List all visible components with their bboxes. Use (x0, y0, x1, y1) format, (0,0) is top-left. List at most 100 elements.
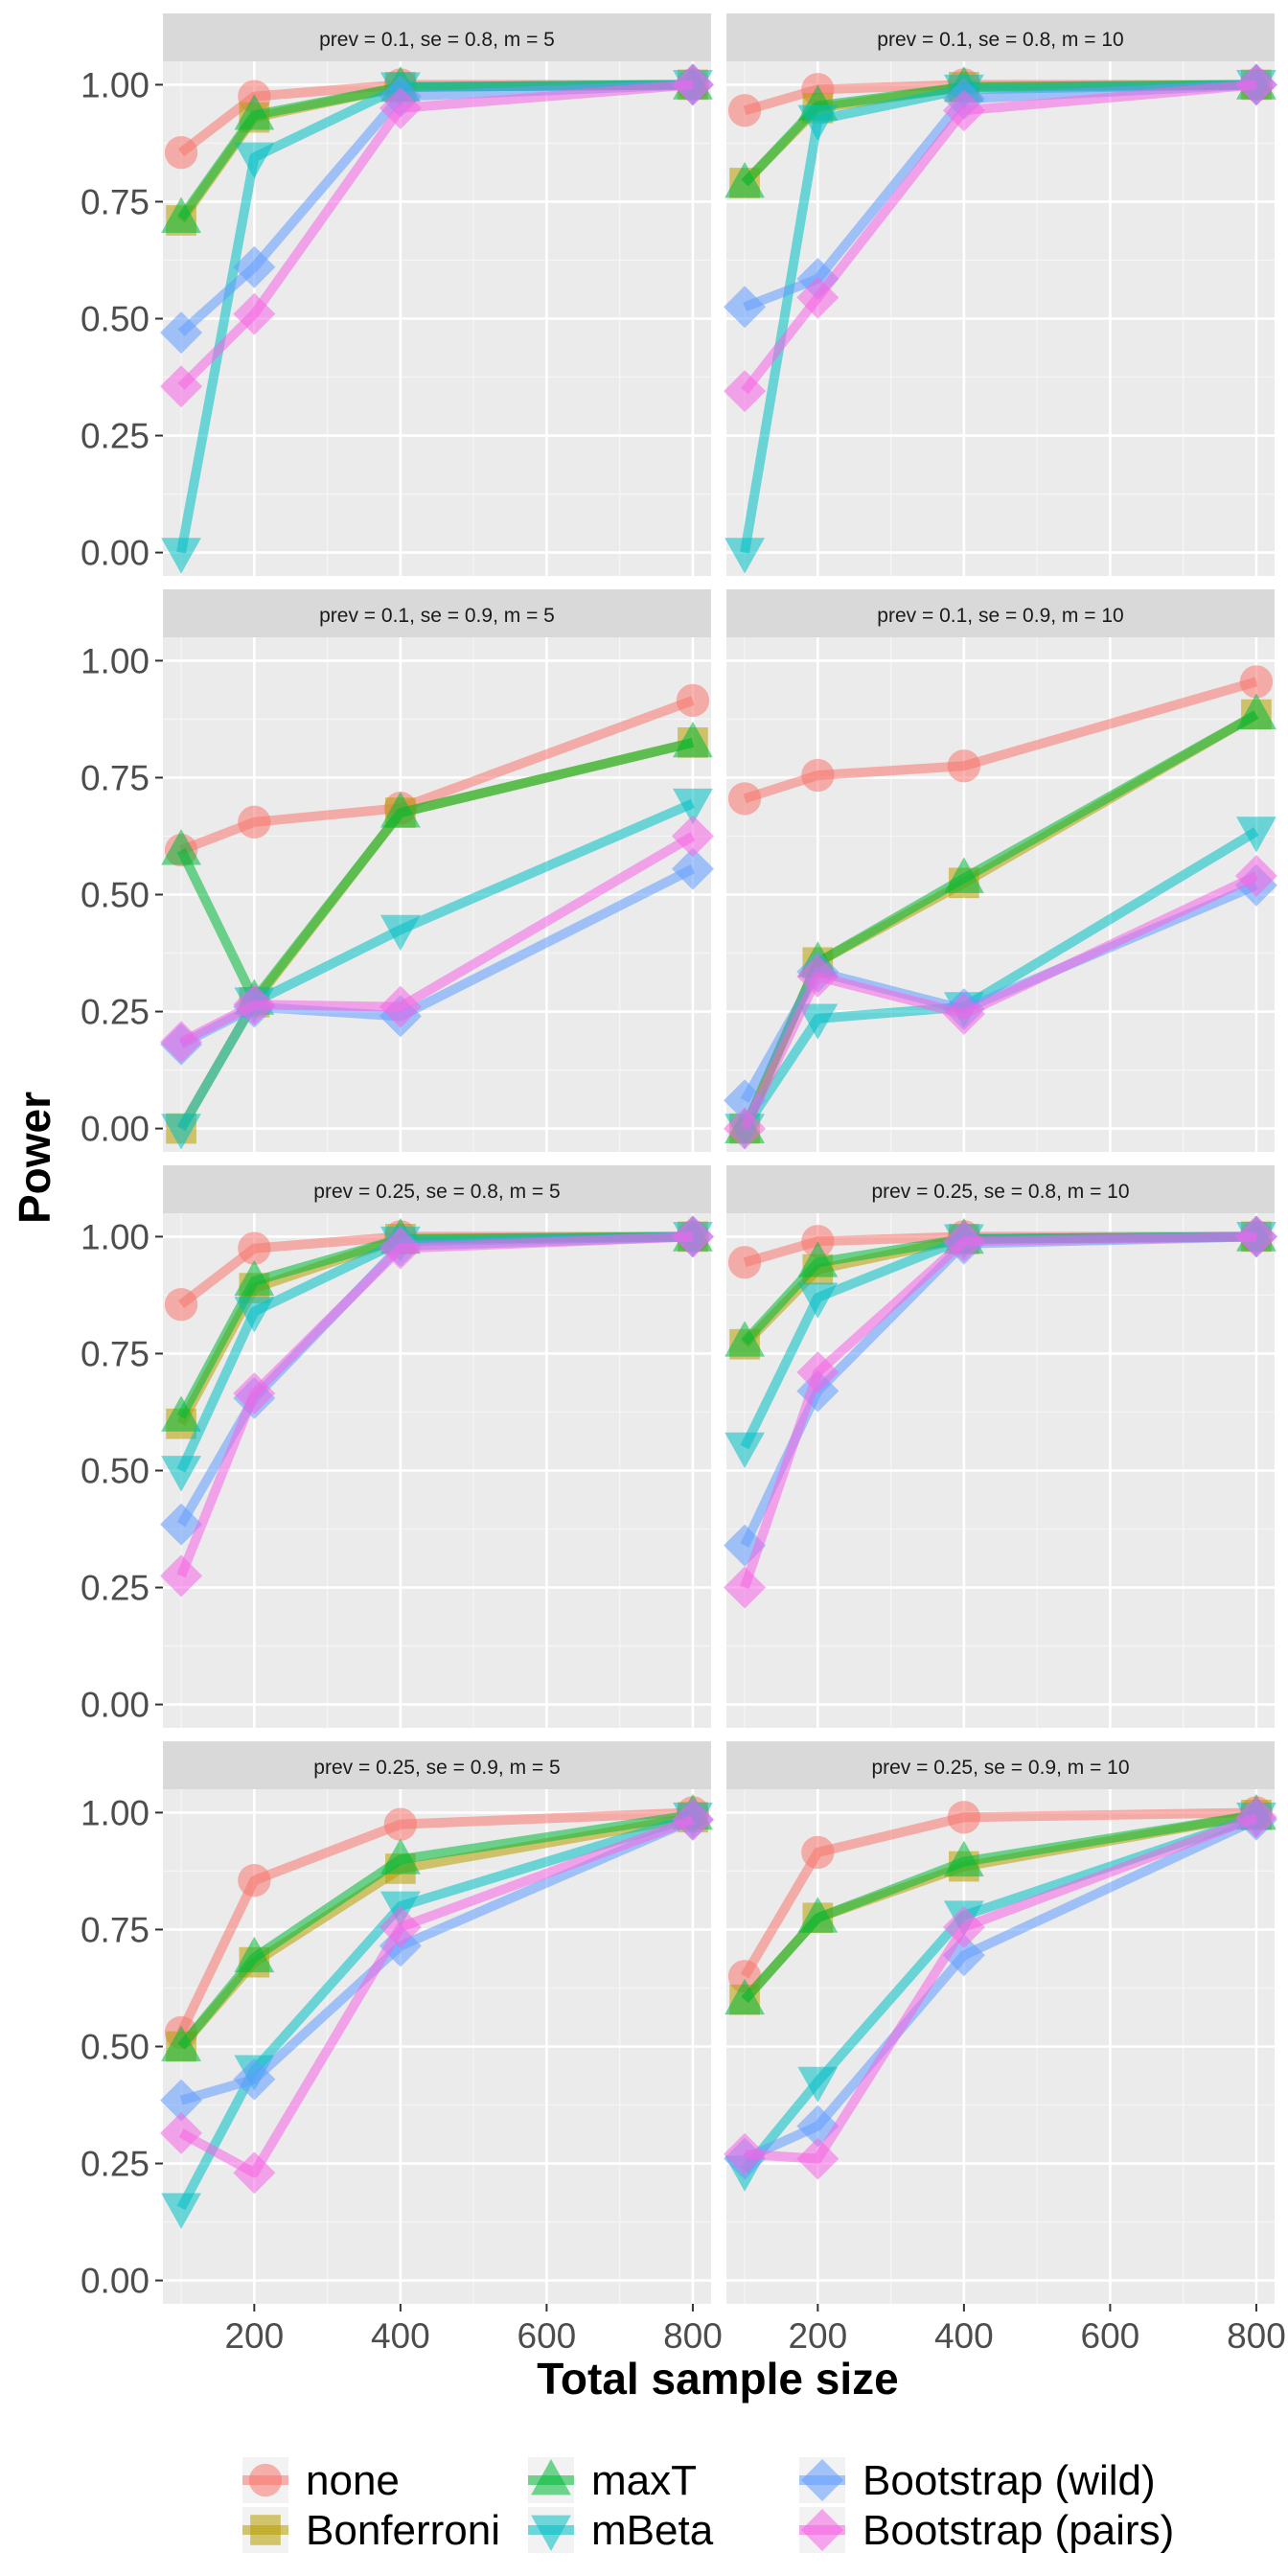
data-point-boot_wild (160, 1503, 203, 1546)
facet-panel: prev = 0.1, se = 0.8, m = 10 (724, 13, 1277, 576)
data-point-boot_pairs (160, 2111, 203, 2154)
y-tick-label: 0.75 (80, 182, 150, 221)
data-point-maxt (234, 1936, 275, 1973)
x-tick-label: 400 (934, 2316, 994, 2356)
data-point-boot_wild (160, 311, 203, 355)
x-tick-label: 600 (518, 2316, 577, 2356)
series-line-mbeta (740, 827, 1259, 1132)
data-point-maxt (673, 721, 713, 758)
series-line-boot_wild (179, 1815, 695, 2105)
y-tick-label: 1.00 (80, 65, 150, 104)
data-point-boot_pairs (379, 985, 422, 1028)
legend-key-marker (531, 2515, 571, 2551)
x-tick-label: 400 (371, 2316, 430, 2356)
data-point-maxt (161, 2025, 201, 2061)
legend-key-none (242, 2457, 288, 2503)
y-tick-label: 0.50 (80, 1452, 150, 1491)
legend-key-marker (531, 2459, 571, 2496)
y-tick-label: 0.00 (80, 2262, 150, 2301)
data-point-none (947, 1801, 981, 1834)
legend-key-marker (250, 2515, 281, 2545)
data-point-boot_pairs (942, 89, 985, 132)
data-point-boot_pairs (233, 983, 276, 1026)
y-tick-label: 0.25 (80, 993, 150, 1032)
legend-label: maxT (591, 2457, 697, 2504)
data-point-boot_wild (233, 245, 276, 288)
legend-key-mbeta (528, 2507, 574, 2553)
series-line-none (179, 696, 695, 855)
series-line-none (743, 677, 1258, 804)
legend-key-bonferroni (242, 2507, 288, 2553)
data-point-boot_pairs (724, 2132, 767, 2175)
data-point-boot_pairs (233, 292, 276, 335)
data-point-boot_pairs (1234, 854, 1277, 897)
facet-panel: prev = 0.25, se = 0.8, m = 10 (724, 1165, 1277, 1728)
facet-strip (726, 1165, 1275, 1213)
data-point-boot_pairs (724, 1107, 767, 1150)
y-tick-label: 0.75 (80, 758, 150, 797)
x-tick-label: 800 (663, 2316, 723, 2356)
data-point-boot_wild (671, 847, 714, 890)
series-line-maxt (176, 737, 695, 1005)
series-line-mbeta (741, 1812, 1258, 2174)
data-point-mbeta (161, 2193, 201, 2229)
data-point-none (238, 1864, 271, 1898)
legend-key-boot_wild (799, 2457, 845, 2503)
data-point-maxt (724, 1978, 765, 2015)
data-point-maxt (1236, 693, 1276, 729)
legend-label: Bootstrap (pairs) (862, 2507, 1174, 2554)
facet-strip-label: prev = 0.1, se = 0.9, m = 10 (877, 605, 1123, 627)
series-line-none (740, 1807, 1257, 1979)
series-line-mbeta (176, 798, 695, 1132)
data-point-mbeta (161, 1114, 201, 1150)
data-point-maxt (234, 94, 275, 130)
data-point-boot_pairs (671, 1798, 714, 1841)
facet-strip-label: prev = 0.25, se = 0.8, m = 10 (871, 1181, 1129, 1203)
facet-panel: prev = 0.25, se = 0.9, m = 10 200 400 600 80… (724, 1741, 1286, 2356)
data-point-maxt (380, 792, 421, 828)
data-point-none (1239, 665, 1274, 699)
facet-strip (726, 1741, 1275, 1789)
facet-panel: prev = 0.25, se = 0.8, m = 5 0.00 0.25 0.50… (80, 1165, 714, 1728)
y-tick-label: 0.50 (80, 876, 150, 915)
facet-panel: prev = 0.1, se = 0.9, m = 10 (724, 589, 1277, 1152)
data-point-mbeta (724, 538, 765, 574)
legend-key-boot_pairs (799, 2507, 845, 2553)
y-tick-label: 0.25 (80, 1569, 150, 1608)
data-point-none (727, 94, 762, 127)
facet-panel: prev = 0.1, se = 0.8, m = 5 0.00 0.25 0.50 0… (80, 13, 714, 576)
series-line-boot_pairs (176, 1231, 694, 1578)
data-point-boot_pairs (796, 1350, 840, 1393)
data-point-boot_pairs (1234, 1215, 1277, 1258)
data-point-boot_pairs (724, 370, 767, 413)
legend-label: mBeta (591, 2507, 714, 2554)
data-point-mbeta (724, 1432, 765, 1469)
data-point-boot_wild (233, 2058, 276, 2101)
series-line-boot_pairs (177, 80, 694, 390)
series-line-boot_pairs (741, 80, 1257, 395)
data-point-boot_pairs (796, 954, 840, 998)
data-point-boot_pairs (160, 1554, 203, 1598)
series-boot_pairs (724, 1796, 1277, 2180)
legend-key-marker (248, 2463, 283, 2497)
facet-strip-label: prev = 0.1, se = 0.9, m = 5 (319, 605, 555, 627)
data-point-maxt (161, 196, 201, 233)
data-point-maxt (943, 857, 984, 893)
series-none (727, 665, 1274, 816)
data-point-boot_pairs (379, 86, 422, 129)
data-point-boot_pairs (942, 1220, 985, 1263)
y-tick-label: 0.75 (80, 1910, 150, 1949)
data-point-mbeta (380, 914, 421, 952)
data-point-mbeta (234, 1297, 275, 1333)
series-none (164, 683, 710, 867)
facet-strip (163, 1741, 711, 1789)
data-point-mbeta (161, 1456, 201, 1492)
series-boot_pairs (160, 1798, 714, 2195)
data-point-boot_pairs (796, 276, 840, 319)
legend-key-maxt (528, 2457, 574, 2503)
series-line-boot_pairs (740, 871, 1259, 1131)
facet-strip-label: prev = 0.1, se = 0.8, m = 5 (319, 29, 555, 51)
data-point-boot_pairs (796, 2137, 840, 2180)
x-tick-label: 800 (1227, 2316, 1286, 2356)
